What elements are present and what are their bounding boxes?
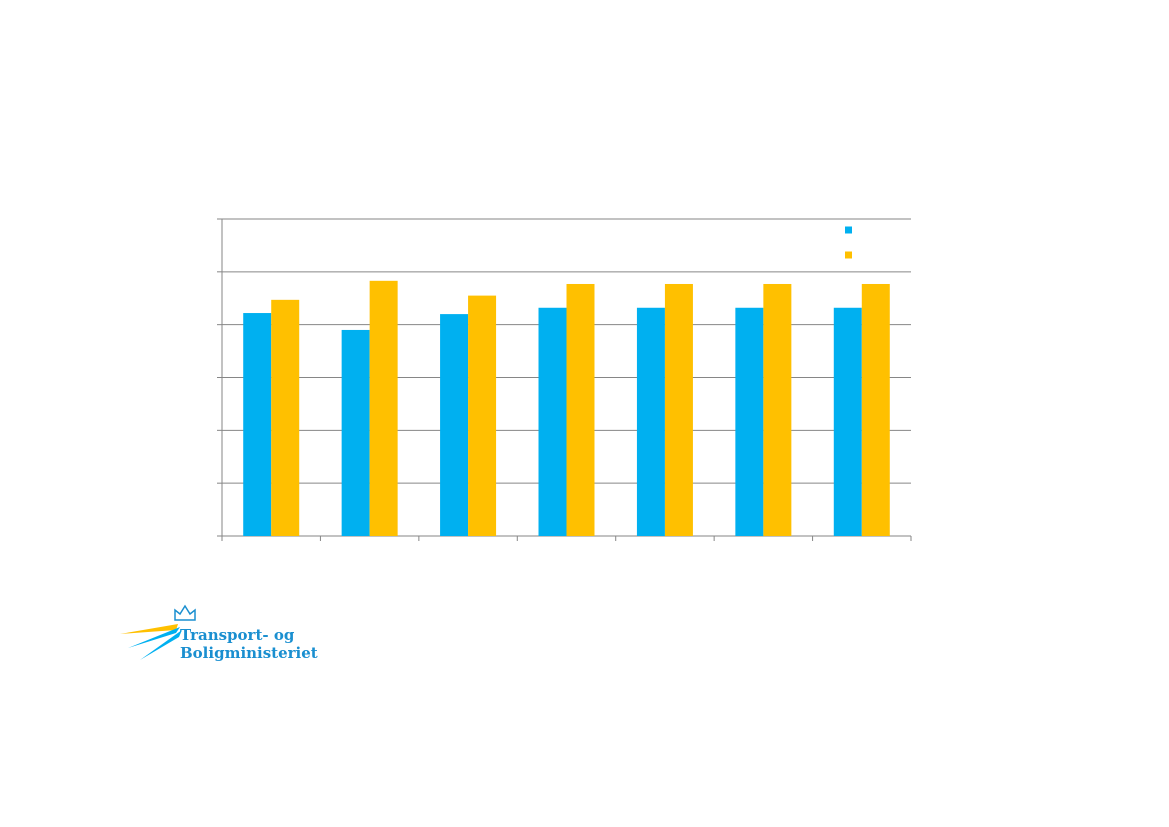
legend-marker (845, 251, 852, 259)
bar (341, 329, 370, 536)
bar (735, 307, 764, 536)
logo-text: Boligministeriet (180, 644, 318, 662)
bar (243, 313, 272, 536)
legend-marker (845, 226, 852, 234)
bar (468, 295, 497, 536)
bar (763, 283, 792, 536)
bar (369, 280, 398, 536)
bar (538, 307, 567, 536)
bar (833, 307, 862, 536)
bar (664, 283, 693, 536)
logo-crown (174, 604, 196, 621)
bar (271, 299, 300, 536)
bar (440, 314, 469, 536)
logo-swoosh (140, 630, 182, 660)
logo-text: Transport- og (180, 626, 295, 644)
bar (566, 283, 595, 536)
logo-swoosh (120, 624, 178, 634)
logo-swoosh (128, 627, 180, 648)
bar (861, 283, 890, 536)
bar (636, 307, 665, 536)
logo: Transport- og Boligministeriet (120, 604, 318, 662)
